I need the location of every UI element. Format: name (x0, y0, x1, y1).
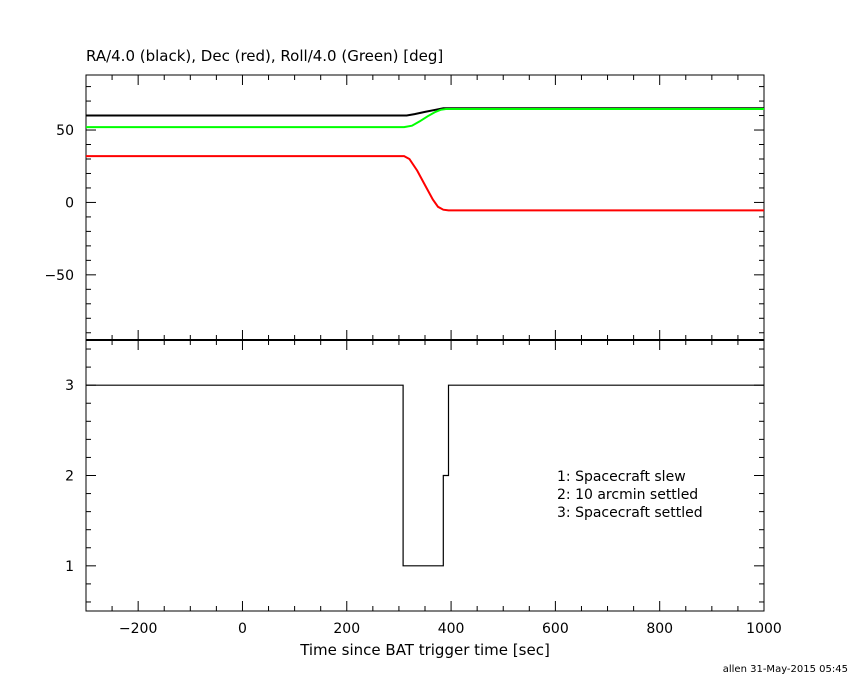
top-series-line-1 (86, 155, 764, 212)
x-tick-label: −200 (119, 621, 157, 637)
top-y-tick-label: −50 (44, 268, 74, 284)
top-y-tick-label: 0 (65, 195, 74, 211)
legend-notes: 1: Spacecraft slew 2: 10 arcmin settled … (557, 469, 703, 521)
footer-stamp: allen 31-May-2015 05:45 (723, 664, 848, 675)
x-tick-label: 0 (238, 621, 247, 637)
bottom-series-line-0 (86, 384, 764, 567)
bottom-y-tick-label: 1 (65, 559, 74, 575)
legend-note-3: 3: Spacecraft settled (557, 505, 703, 521)
x-tick-label: 600 (542, 621, 569, 637)
top-series-line-2 (86, 108, 764, 129)
top-panel-ticks: −50 0 50 (44, 75, 765, 340)
legend-note-2: 2: 10 arcmin settled (557, 487, 698, 503)
x-tick-label: 800 (646, 621, 673, 637)
top-panel-series (86, 107, 764, 212)
top-series-line-0 (86, 107, 764, 117)
top-panel-title: RA/4.0 (black), Dec (red), Roll/4.0 (Gre… (86, 47, 443, 65)
x-tick-label: 400 (438, 621, 465, 637)
bottom-y-tick-label: 2 (65, 469, 74, 485)
x-tick-label: 200 (333, 621, 360, 637)
top-y-tick-label: 50 (56, 123, 74, 139)
x-axis-label: Time since BAT trigger time [sec] (299, 641, 550, 659)
bottom-panel-series (86, 384, 764, 567)
x-tick-label: 1000 (746, 621, 782, 637)
bottom-panel: 1 2 3 −200 0 200 400 600 800 1000 Time since BAT … (65, 339, 782, 659)
top-panel: RA/4.0 (black), Dec (red), Roll/4.0 (Gre… (44, 47, 765, 341)
bottom-y-tick-label: 3 (65, 378, 74, 394)
legend-note-1: 1: Spacecraft slew (557, 469, 686, 485)
